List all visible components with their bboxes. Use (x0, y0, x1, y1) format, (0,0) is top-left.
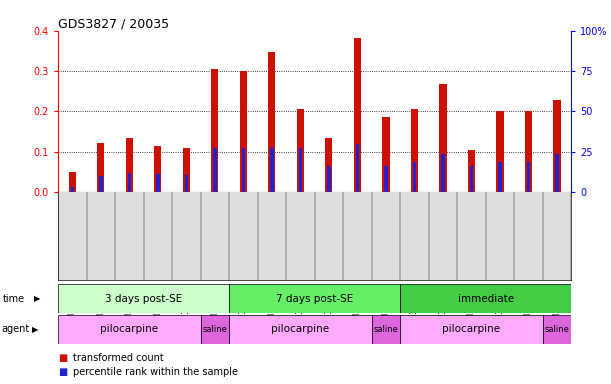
Text: pilocarpine: pilocarpine (442, 324, 500, 334)
Bar (543, 315, 571, 344)
Bar (527, 162, 530, 192)
Bar (554, 100, 561, 192)
Bar (441, 154, 445, 192)
Text: time: time (3, 294, 25, 304)
Bar (268, 52, 276, 192)
Text: agent: agent (2, 324, 30, 334)
Bar (211, 69, 219, 192)
Bar (468, 150, 475, 192)
Bar (185, 175, 188, 192)
Text: saline: saline (544, 325, 569, 334)
Bar (69, 172, 76, 192)
Bar (200, 315, 229, 344)
Text: pilocarpine: pilocarpine (100, 324, 158, 334)
Bar (183, 148, 190, 192)
Bar (240, 71, 247, 192)
Text: ■: ■ (58, 367, 67, 377)
Bar (156, 174, 159, 192)
Bar (371, 315, 400, 344)
Bar (413, 162, 416, 192)
Bar (229, 284, 400, 313)
Text: 7 days post-SE: 7 days post-SE (276, 293, 353, 304)
Text: ▶: ▶ (34, 294, 40, 303)
Text: GDS3827 / 20035: GDS3827 / 20035 (58, 17, 169, 30)
Bar (384, 166, 387, 192)
Text: transformed count: transformed count (73, 353, 164, 363)
Bar (242, 149, 245, 192)
Bar (229, 315, 371, 344)
Bar (382, 117, 390, 192)
Text: saline: saline (202, 325, 227, 334)
Bar (411, 109, 418, 192)
Bar (497, 111, 503, 192)
Bar (400, 284, 571, 313)
Bar (71, 187, 74, 192)
Bar (439, 84, 447, 192)
Text: ▶: ▶ (32, 325, 39, 334)
Bar (99, 176, 103, 192)
Bar (126, 137, 133, 192)
Bar (58, 284, 229, 313)
Bar (470, 166, 473, 192)
Text: 3 days post-SE: 3 days post-SE (105, 293, 182, 304)
Bar (525, 111, 532, 192)
Bar (155, 146, 161, 192)
Bar (97, 143, 104, 192)
Text: pilocarpine: pilocarpine (271, 324, 329, 334)
Bar (213, 149, 216, 192)
Bar (58, 315, 200, 344)
Text: ■: ■ (58, 353, 67, 363)
Bar (297, 109, 304, 192)
Bar (326, 137, 332, 192)
Text: immediate: immediate (458, 293, 514, 304)
Bar (270, 149, 274, 192)
Bar (354, 38, 361, 192)
Bar (499, 162, 502, 192)
Bar (356, 144, 359, 192)
Bar (327, 166, 331, 192)
Text: saline: saline (373, 325, 398, 334)
Bar (299, 149, 302, 192)
Bar (128, 173, 131, 192)
Bar (400, 315, 543, 344)
Text: percentile rank within the sample: percentile rank within the sample (73, 367, 238, 377)
Bar (555, 154, 558, 192)
